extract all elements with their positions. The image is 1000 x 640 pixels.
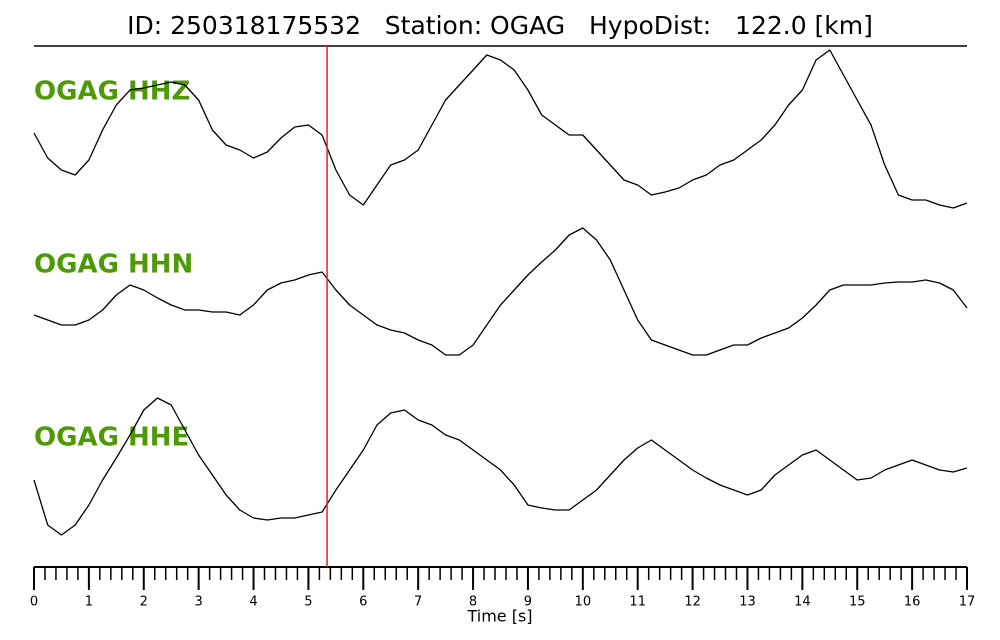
x-tick-label: 9 [524,595,532,610]
x-tick-label: 7 [414,595,422,610]
x-tick-label: 16 [904,595,921,610]
x-tick-label: 1 [85,595,93,610]
x-tick-label: 10 [575,595,592,610]
x-tick-label: 11 [629,595,646,610]
x-tick-label: 12 [684,595,701,610]
x-tick-label: 5 [304,595,312,610]
x-tick-label: 14 [794,595,811,610]
trace-label: OGAG HHN [34,250,193,280]
x-tick-label: 0 [30,595,38,610]
x-tick-label: 3 [195,595,203,610]
x-tick-label: 6 [359,595,367,610]
x-tick-label: 13 [739,595,756,610]
x-tick-label: 15 [849,595,866,610]
trace [33,49,968,209]
trace-label: OGAG HHZ [34,77,190,107]
x-tick-label: 2 [140,595,148,610]
x-tick-label: 17 [959,595,976,610]
x-tick-label: 8 [469,595,477,610]
x-axis-label: Time [s] [466,607,532,626]
trace [33,397,968,536]
trace [33,227,968,356]
trace-label: OGAG HHE [34,423,189,453]
chart-title: ID: 250318175532 Station: OGAG HypoDist:… [127,11,873,40]
x-tick-label: 4 [249,595,257,610]
